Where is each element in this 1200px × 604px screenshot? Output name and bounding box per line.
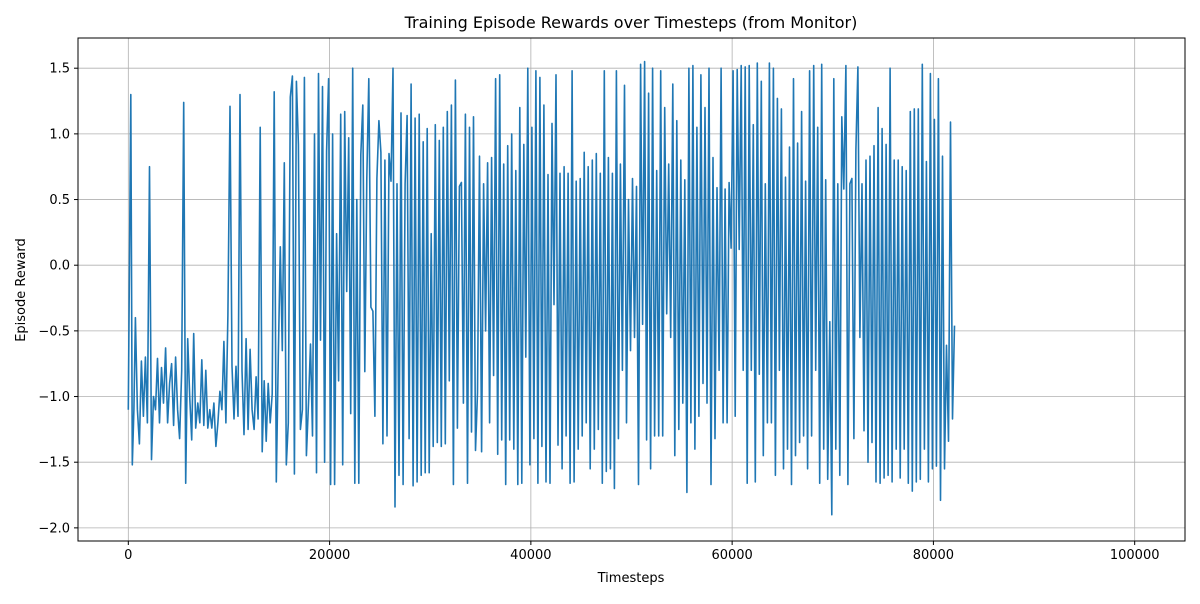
y-tick-label: 1.5 bbox=[49, 62, 70, 77]
x-tick-label: 20000 bbox=[309, 548, 350, 563]
y-tick-label: −0.5 bbox=[38, 324, 70, 339]
x-tick-label: 40000 bbox=[510, 548, 551, 563]
x-tick-label: 80000 bbox=[913, 548, 954, 563]
x-axis-label: Timesteps bbox=[597, 571, 665, 586]
plot-frame bbox=[77, 37, 1186, 542]
y-tick-label: −1.5 bbox=[38, 456, 70, 471]
x-tick-label: 100000 bbox=[1110, 548, 1160, 563]
y-tick-label: −1.0 bbox=[38, 390, 70, 405]
x-axis: 0 20000 40000 60000 80000 100000 bbox=[124, 541, 1160, 563]
series-layer bbox=[127, 60, 956, 516]
y-axis-label: Episode Reward bbox=[14, 238, 29, 342]
chart-title: Training Episode Rewards over Timesteps … bbox=[404, 13, 858, 32]
y-tick-label: 0.0 bbox=[49, 259, 70, 274]
x-tick-label: 0 bbox=[124, 548, 132, 563]
y-tick-label: −2.0 bbox=[38, 521, 70, 536]
y-axis: 1.5 1.0 0.5 0.0 −0.5 −1.0 −1.5 −2.0 bbox=[38, 62, 78, 536]
series-line-episode-reward bbox=[127, 60, 956, 516]
y-tick-label: 0.5 bbox=[49, 193, 70, 208]
y-tick-label: 1.0 bbox=[49, 127, 70, 142]
x-tick-label: 60000 bbox=[711, 548, 752, 563]
